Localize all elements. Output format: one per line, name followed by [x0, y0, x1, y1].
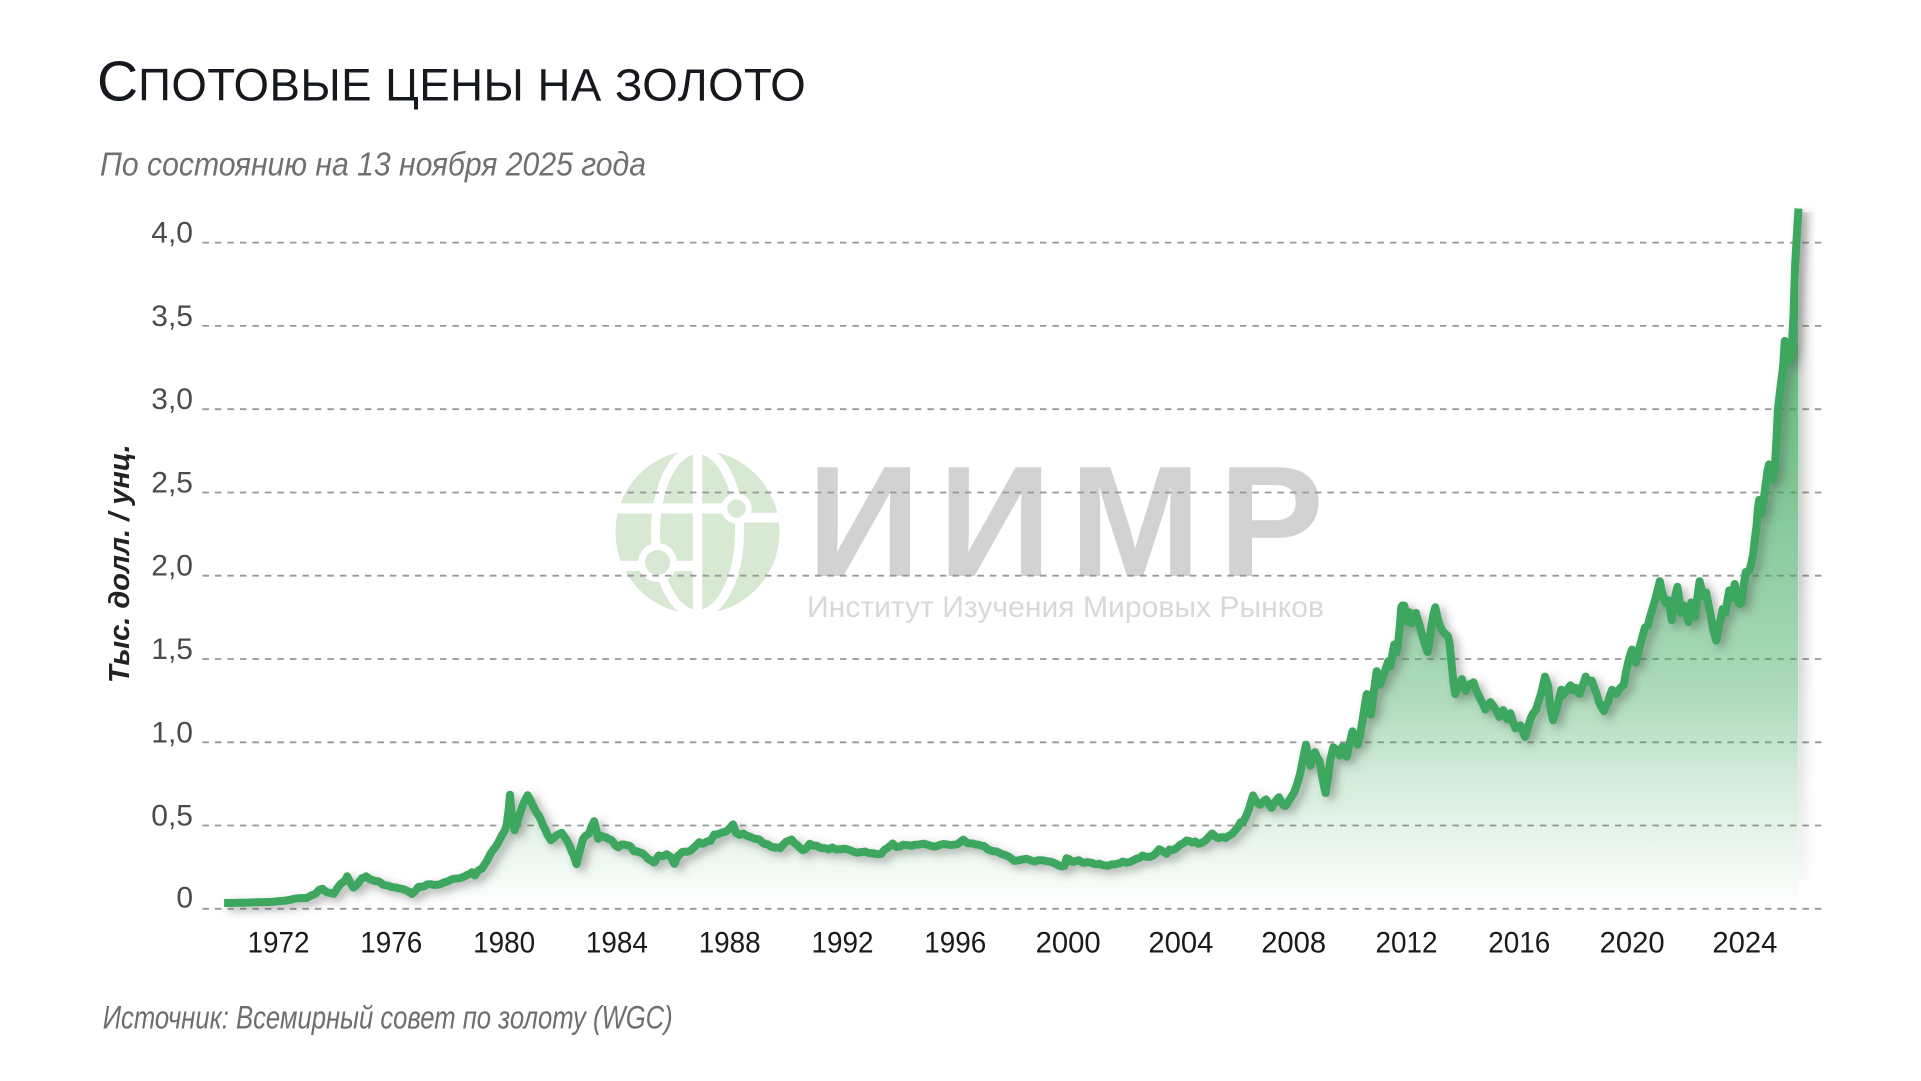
- svg-text:1988: 1988: [699, 927, 761, 960]
- svg-text:1,0: 1,0: [151, 716, 193, 749]
- svg-text:2008: 2008: [1261, 927, 1326, 960]
- svg-text:ИИМР: ИИМР: [807, 434, 1324, 610]
- svg-text:1992: 1992: [812, 927, 874, 960]
- svg-text:2,0: 2,0: [151, 550, 193, 583]
- svg-text:По состоянию на 13 ноября 2025: По состоянию на 13 ноября 2025 года: [100, 146, 646, 183]
- svg-text:2004: 2004: [1148, 927, 1213, 960]
- svg-text:Тыс. долл. / унц.: Тыс. долл. / унц.: [104, 444, 136, 683]
- svg-text:0,5: 0,5: [151, 800, 193, 833]
- svg-text:3,5: 3,5: [151, 300, 193, 333]
- svg-text:2016: 2016: [1488, 927, 1550, 960]
- svg-text:4,0: 4,0: [151, 217, 193, 250]
- svg-text:1980: 1980: [473, 927, 535, 960]
- svg-text:2020: 2020: [1600, 927, 1665, 960]
- svg-text:2,5: 2,5: [151, 467, 193, 500]
- svg-text:2000: 2000: [1036, 927, 1101, 960]
- svg-text:СПОТОВЫЕ ЦЕНЫ НА ЗОЛОТО: СПОТОВЫЕ ЦЕНЫ НА ЗОЛОТО: [97, 49, 806, 113]
- svg-text:Институт Изучения Мировых Рынк: Институт Изучения Мировых Рынков: [807, 591, 1324, 624]
- svg-text:2024: 2024: [1712, 927, 1777, 960]
- svg-text:1972: 1972: [248, 927, 310, 960]
- svg-text:Источник: Всемирный совет по з: Источник: Всемирный совет по золоту (WGC…: [103, 999, 673, 1035]
- svg-text:0: 0: [176, 882, 193, 915]
- svg-text:1976: 1976: [360, 927, 422, 960]
- svg-text:3,0: 3,0: [151, 383, 193, 416]
- svg-text:1,5: 1,5: [151, 633, 193, 666]
- svg-text:1984: 1984: [586, 927, 648, 960]
- svg-text:2012: 2012: [1376, 927, 1438, 960]
- svg-text:1996: 1996: [924, 927, 986, 960]
